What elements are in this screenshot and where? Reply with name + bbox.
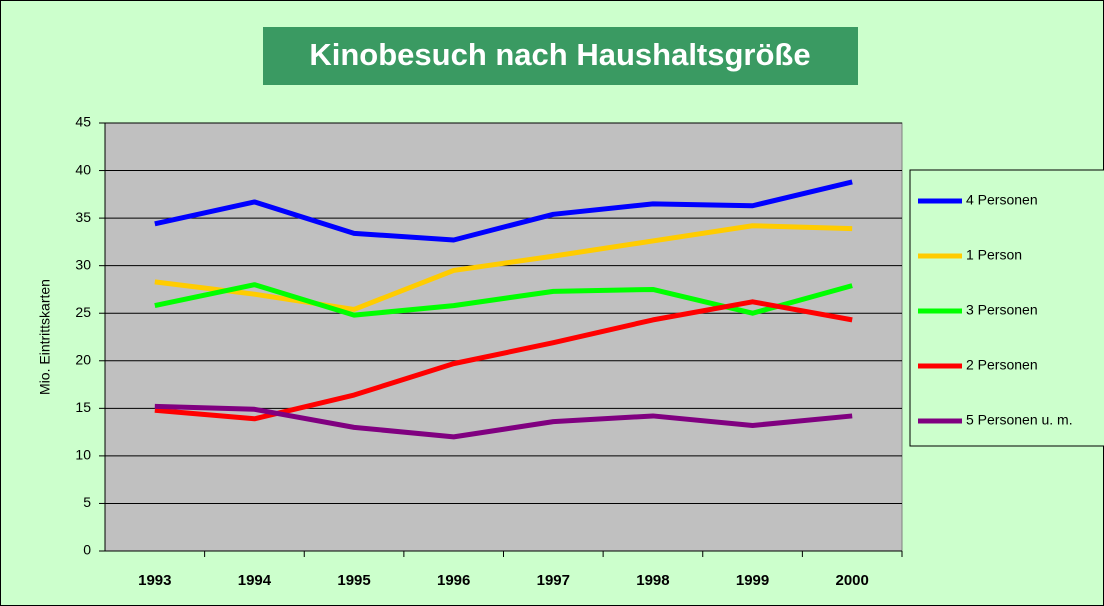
- title-box: [263, 27, 858, 85]
- y-tick-label: 15: [75, 399, 91, 415]
- x-tick-label: 1993: [138, 572, 171, 589]
- plot-area: [104, 122, 903, 552]
- x-tick-label: 1994: [238, 572, 272, 589]
- legend-label: 3 Personen: [966, 302, 1038, 318]
- y-tick-label: 25: [75, 304, 91, 320]
- series-line: [154, 223, 853, 312]
- x-tick-label: 2000: [836, 572, 869, 589]
- legend: [909, 169, 1104, 447]
- legend-label: 1 Person: [966, 247, 1022, 263]
- x-tick-label: 1999: [736, 572, 769, 589]
- y-tick-label: 10: [75, 447, 91, 463]
- y-axis-label: Mio. Eintrittskarten: [37, 279, 53, 395]
- chart-title: Kinobesuch nach Haushaltsgröße: [309, 37, 810, 72]
- series-line: [154, 403, 853, 440]
- legend-label: 2 Personen: [966, 357, 1038, 373]
- y-tick-label: 35: [75, 209, 91, 225]
- x-tick-label: 1997: [537, 572, 570, 589]
- y-tick-label: 0: [83, 542, 91, 558]
- x-tick-label: 1995: [337, 572, 370, 589]
- legend-label: 4 Personen: [966, 192, 1038, 208]
- series-line: [154, 282, 853, 318]
- y-tick-label: 45: [75, 114, 91, 130]
- x-tick-label: 1996: [437, 572, 470, 589]
- x-tick-label: 1998: [636, 572, 669, 589]
- y-tick-label: 30: [75, 256, 91, 272]
- y-tick-label: 40: [75, 161, 91, 177]
- legend-label: 5 Personen u. m.: [966, 412, 1073, 428]
- series-line: [154, 179, 853, 243]
- y-tick-label: 5: [83, 494, 91, 510]
- y-tick-label: 20: [75, 351, 91, 367]
